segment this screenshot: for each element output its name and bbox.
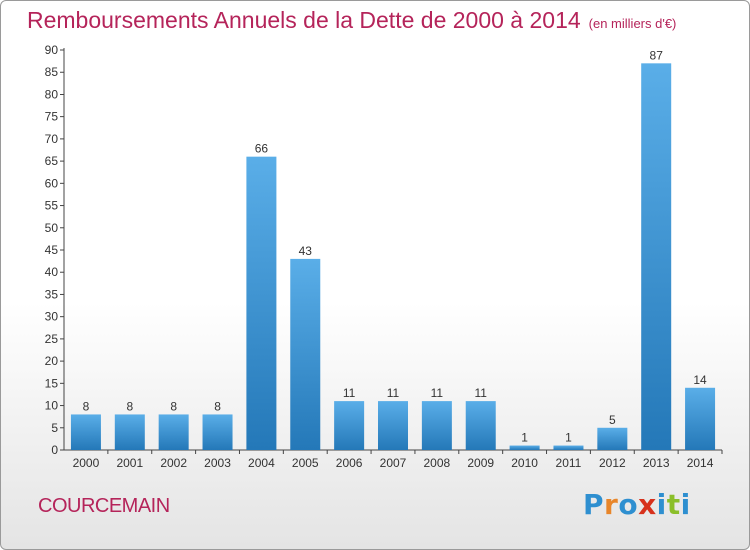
bar	[70, 414, 101, 450]
logo-letter: r	[604, 488, 619, 521]
data-label: 14	[693, 373, 707, 387]
data-label: 8	[170, 399, 177, 413]
bar	[246, 156, 277, 450]
x-tick-label: 2013	[643, 456, 670, 470]
data-label: 1	[565, 431, 572, 445]
data-label: 11	[431, 386, 444, 400]
chart-title: Remboursements Annuels de la Dette de 20…	[27, 7, 676, 34]
y-tick-label: 50	[45, 221, 59, 235]
x-tick-label: 2004	[248, 456, 275, 470]
y-tick-label: 30	[45, 310, 59, 324]
data-label: 1	[521, 431, 528, 445]
x-tick-label: 2009	[467, 456, 494, 470]
y-tick-label: 0	[51, 443, 58, 457]
x-tick-label: 2003	[204, 456, 231, 470]
logo-letter: o	[618, 488, 639, 521]
x-tick-label: 2007	[380, 456, 407, 470]
logo-letter: i	[680, 488, 691, 521]
x-tick-label: 2006	[336, 456, 363, 470]
data-label: 11	[387, 386, 400, 400]
bar	[597, 427, 628, 450]
y-tick-label: 85	[45, 65, 59, 79]
y-tick-label: 35	[45, 287, 59, 301]
y-tick-label: 55	[45, 199, 59, 213]
x-tick-label: 2008	[424, 456, 451, 470]
y-tick-label: 60	[45, 176, 59, 190]
y-tick-label: 20	[45, 354, 59, 368]
bar	[421, 401, 452, 450]
bar	[378, 401, 408, 450]
data-label: 8	[126, 399, 133, 413]
y-tick-label: 90	[45, 43, 59, 57]
x-tick-label: 2001	[116, 456, 143, 470]
y-tick-label: 25	[45, 332, 59, 346]
commune-name: COURCEMAIN	[38, 495, 170, 517]
data-label: 11	[343, 386, 356, 400]
y-tick-label: 80	[45, 87, 59, 101]
bar	[641, 63, 672, 450]
y-tick-label: 10	[45, 399, 59, 413]
y-tick-label: 45	[45, 243, 59, 257]
x-tick-label: 2000	[73, 456, 100, 470]
x-tick-label: 2010	[511, 456, 538, 470]
y-tick-label: 5	[51, 421, 58, 435]
title-text: Remboursements Annuels de la Dette de 20…	[27, 7, 581, 33]
bar	[553, 445, 584, 450]
chart-subtitle: (en milliers d'€)	[588, 16, 677, 31]
data-label: 43	[299, 244, 313, 258]
bar	[334, 401, 365, 450]
x-tick-label: 2002	[160, 456, 187, 470]
x-tick-label: 2005	[292, 456, 319, 470]
bar	[202, 414, 233, 450]
x-tick-label: 2014	[687, 456, 714, 470]
y-tick-label: 15	[45, 376, 59, 390]
data-label: 5	[609, 413, 616, 427]
y-tick-label: 70	[45, 132, 59, 146]
bar	[509, 445, 540, 450]
logo-letter: P	[583, 488, 605, 521]
bar	[290, 258, 321, 450]
chart-labels: 2000820018200282003820046620054320061120…	[73, 48, 714, 470]
bar	[158, 414, 189, 450]
data-label: 8	[214, 399, 221, 413]
proxiti-logo: Proxiti	[583, 488, 691, 521]
data-label: 87	[650, 48, 664, 62]
x-tick-label: 2011	[556, 456, 582, 470]
y-tick-label: 65	[45, 154, 59, 168]
x-tick-label: 2012	[599, 456, 626, 470]
y-tick-label: 75	[45, 110, 59, 124]
data-label: 8	[83, 399, 90, 413]
y-tick-label: 40	[45, 265, 59, 279]
data-label: 11	[474, 386, 487, 400]
bar	[114, 414, 145, 450]
logo-letter: x	[638, 488, 657, 521]
data-label: 66	[255, 142, 269, 156]
bar	[465, 401, 496, 450]
bar	[685, 387, 716, 450]
logo-letter: t	[666, 488, 681, 521]
logo-letter: i	[656, 488, 667, 521]
chart-bars	[70, 63, 716, 450]
